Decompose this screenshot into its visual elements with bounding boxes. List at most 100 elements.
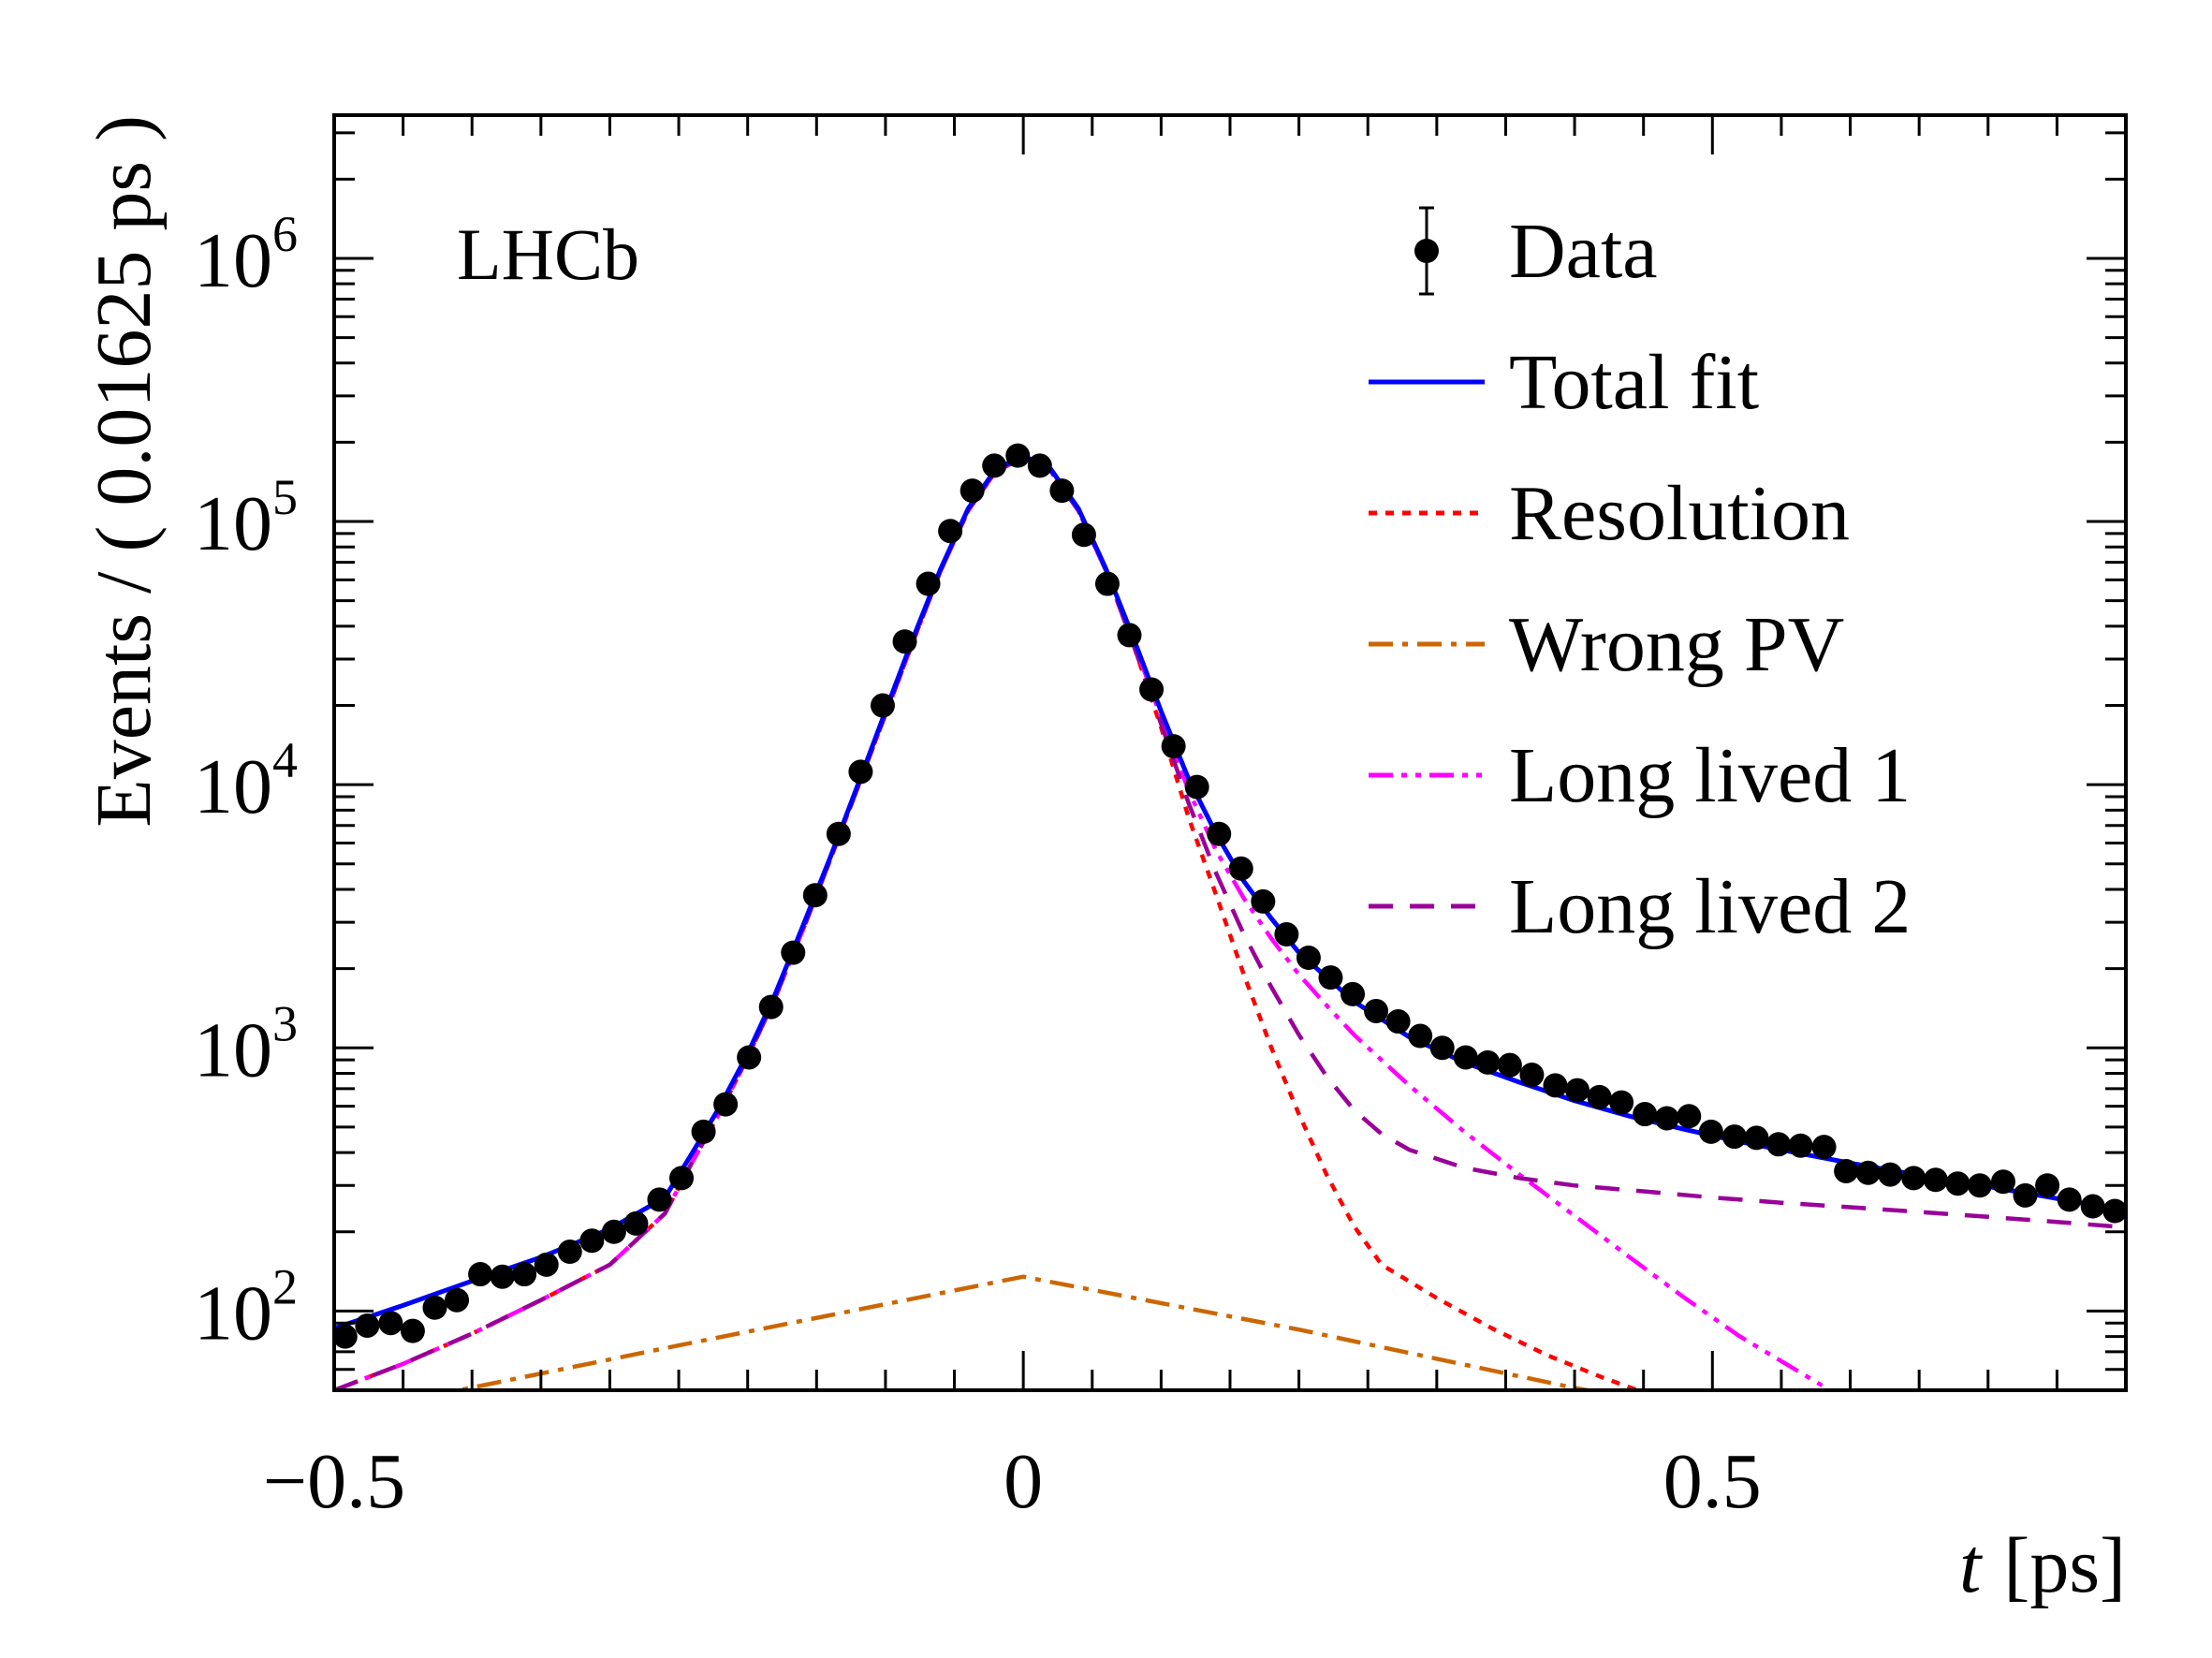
data-point <box>1855 1160 1881 1185</box>
data-point <box>1475 1049 1501 1075</box>
data-point <box>1654 1106 1679 1131</box>
data-point <box>378 1311 403 1336</box>
data-point <box>2013 1182 2038 1208</box>
axis-ticks <box>332 115 2128 1392</box>
data-point <box>1990 1169 2015 1195</box>
data-point <box>938 519 963 544</box>
data-point <box>691 1119 716 1144</box>
data-point <box>1340 981 1366 1006</box>
curve-wrong-pv <box>448 1274 1600 1390</box>
data-point <box>2035 1173 2060 1198</box>
y-tick-exponent: 4 <box>272 732 298 788</box>
data-point <box>1519 1063 1545 1088</box>
data-point <box>1296 946 1321 971</box>
data-point <box>960 478 985 504</box>
x-axis-unit: [ps] <box>2003 1522 2126 1609</box>
data-point <box>1765 1132 1791 1157</box>
data-points <box>334 443 2126 1349</box>
data-point <box>355 1313 380 1338</box>
y-tick-exponent: 3 <box>272 995 298 1051</box>
data-point <box>2057 1187 2082 1212</box>
data-point <box>713 1092 739 1117</box>
data-point <box>1071 522 1096 548</box>
x-axis-variable: t <box>1959 1522 1984 1609</box>
data-point <box>802 883 828 908</box>
x-tick-labels: −0.5 0 0.5 <box>263 1438 1762 1525</box>
x-tick-label: 0.5 <box>1663 1438 1762 1525</box>
data-point <box>1117 623 1142 648</box>
data-point <box>490 1264 515 1289</box>
x-axis-title: t [ps] <box>1959 1522 2126 1609</box>
data-point <box>1834 1158 1859 1183</box>
data-point <box>579 1228 605 1254</box>
legend-marker-data <box>1414 239 1439 263</box>
data-point <box>1878 1162 1903 1187</box>
data-point <box>1318 965 1343 990</box>
data-point <box>826 821 851 846</box>
legend-label: Long lived 1 <box>1509 732 1911 819</box>
data-point <box>1274 922 1299 947</box>
data-point <box>1967 1173 1992 1198</box>
data-point <box>445 1287 470 1313</box>
data-point <box>916 571 941 596</box>
data-point <box>468 1262 493 1287</box>
data-point <box>669 1166 695 1191</box>
data-point <box>534 1252 559 1277</box>
y-tick-base: 10 <box>194 480 272 567</box>
data-point <box>1429 1035 1455 1061</box>
data-point <box>1543 1073 1568 1098</box>
data-point <box>1094 571 1120 596</box>
y-axis-title: Events / ( 0.01625 ps ) <box>81 115 168 828</box>
data-point <box>1027 453 1052 478</box>
data-point <box>1385 1009 1411 1034</box>
data-point <box>1698 1119 1723 1144</box>
y-tick-exponent: 2 <box>272 1258 298 1314</box>
y-tick-exponent: 6 <box>272 206 298 262</box>
data-point <box>1744 1125 1769 1151</box>
data-point <box>1901 1166 1926 1191</box>
data-point <box>737 1045 762 1070</box>
y-tick-label: 104 <box>194 732 298 830</box>
data-point <box>1677 1104 1702 1129</box>
data-point <box>1364 998 1389 1023</box>
legend: Data Total fit Resolution Wrong PV Long live… <box>1369 206 1911 950</box>
legend-label: Total fit <box>1509 339 1759 426</box>
data-point <box>1184 774 1209 800</box>
plot-frame <box>332 113 2128 1392</box>
experiment-label: LHCb <box>457 213 639 295</box>
data-point <box>623 1210 649 1236</box>
data-point <box>1788 1133 1813 1158</box>
y-tick-base: 10 <box>194 743 272 830</box>
curve-resolution <box>334 455 1645 1390</box>
data-point <box>870 693 895 718</box>
data-point <box>1633 1102 1658 1127</box>
y-tick-label: 102 <box>194 1258 298 1357</box>
data-point <box>1207 821 1232 846</box>
data-point <box>601 1219 626 1244</box>
data-point <box>1587 1084 1612 1109</box>
data-point <box>1228 856 1253 881</box>
x-tick-label: 0 <box>1003 1438 1043 1525</box>
data-point <box>2102 1198 2126 1224</box>
data-point <box>1945 1171 1970 1196</box>
data-point <box>1811 1135 1837 1160</box>
data-point <box>1005 443 1031 468</box>
data-point <box>848 759 873 785</box>
y-tick-label: 103 <box>194 995 298 1093</box>
data-point <box>892 629 917 654</box>
y-tick-label: 106 <box>194 206 298 304</box>
data-point <box>758 994 784 1020</box>
data-point <box>1139 677 1165 702</box>
data-point <box>512 1262 537 1287</box>
data-point <box>1049 478 1075 504</box>
legend-label: Resolution <box>1509 470 1850 557</box>
data-point <box>982 453 1007 478</box>
data-point <box>1721 1124 1747 1150</box>
y-tick-base: 10 <box>194 1269 272 1357</box>
data-point <box>1609 1090 1634 1115</box>
data-point <box>781 940 806 965</box>
data-point <box>1923 1167 1948 1193</box>
y-tick-exponent: 5 <box>272 469 298 525</box>
